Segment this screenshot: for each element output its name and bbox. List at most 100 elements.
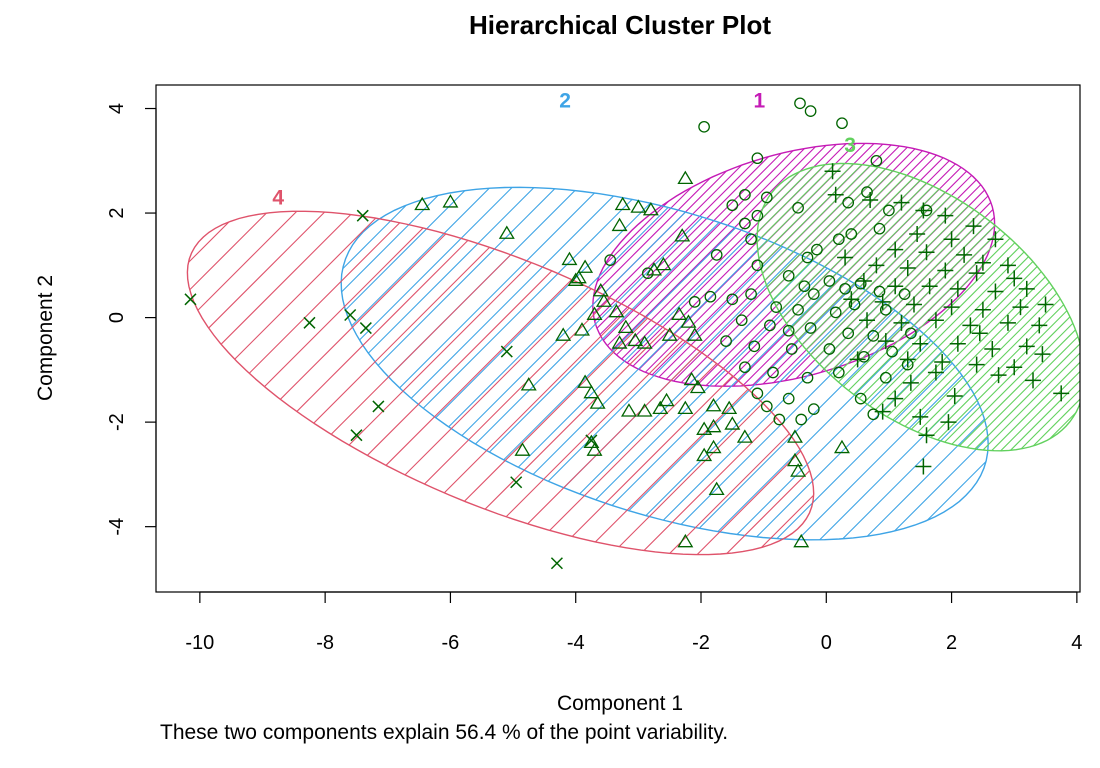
cluster-1-point xyxy=(842,196,855,209)
cluster-3-point xyxy=(827,186,844,203)
hatch-line xyxy=(757,163,970,451)
hatch-line xyxy=(902,187,989,540)
cluster-2-point xyxy=(586,306,603,320)
hatch-line xyxy=(757,163,980,451)
cluster-2-point xyxy=(442,194,459,208)
cluster-3-point xyxy=(1018,338,1035,355)
cluster-1-point xyxy=(751,209,764,222)
hatch-line xyxy=(341,187,672,540)
cluster-2-point xyxy=(620,403,637,417)
hatch-line xyxy=(187,211,303,555)
hatch-line xyxy=(205,211,560,555)
cluster-2-point xyxy=(630,199,647,213)
hatch-line xyxy=(838,163,1080,451)
hatch-line xyxy=(858,187,989,540)
cluster-2-point xyxy=(686,327,703,341)
hatch-line xyxy=(234,211,589,555)
cluster-2-point xyxy=(636,403,653,417)
y-tick-label: -2 xyxy=(106,413,128,431)
cluster-labels: 1 2 3 4 xyxy=(272,90,856,210)
cluster-1-point xyxy=(773,413,786,426)
hatch-line xyxy=(893,163,1080,451)
cluster-1-point xyxy=(745,288,757,300)
x-tick-label: -8 xyxy=(316,632,334,654)
cluster-2-hatching xyxy=(341,182,1100,545)
cluster-3-point xyxy=(887,278,904,295)
hatch-line xyxy=(187,211,274,555)
cluster-3-point xyxy=(893,194,910,211)
chart-title: Hierarchical Cluster Plot xyxy=(469,10,771,40)
hatch-line xyxy=(748,211,814,555)
hatch-line xyxy=(418,187,782,540)
cluster-2-point xyxy=(658,392,675,407)
cluster-1-point xyxy=(795,413,808,426)
cluster-1-point xyxy=(782,324,795,337)
hatch-line xyxy=(884,163,1080,451)
hatch-line xyxy=(847,163,1080,451)
hatch-line xyxy=(991,182,1100,545)
cluster-4-label: 4 xyxy=(272,186,284,209)
cluster-3-point xyxy=(918,244,935,261)
hatch-line xyxy=(748,187,989,540)
cluster-2-point xyxy=(671,306,688,320)
cluster-1-point xyxy=(739,361,751,374)
cluster-3-point xyxy=(987,231,1004,248)
hatch-line xyxy=(319,211,674,555)
cluster-3-point xyxy=(1037,296,1054,313)
cluster-2-point xyxy=(583,384,600,399)
cluster-3-point xyxy=(912,335,929,352)
cluster-3-point xyxy=(940,414,957,431)
chart-subtitle: These two components explain 56.4 % of t… xyxy=(160,721,728,744)
cluster-3-point xyxy=(824,163,841,180)
cluster-3-point xyxy=(946,387,963,404)
cluster-2-point xyxy=(689,379,706,394)
x-tick-label: -4 xyxy=(567,632,585,654)
cluster-2-point xyxy=(583,434,600,449)
x-axis-label: Component 1 xyxy=(557,692,683,715)
cluster-3-point xyxy=(927,364,944,381)
cluster-3-point xyxy=(877,333,894,350)
cluster-2-point xyxy=(586,442,603,456)
hatch-line xyxy=(757,163,823,451)
hatch-line xyxy=(912,163,1080,451)
hatch-line xyxy=(967,163,1080,451)
hatch-line xyxy=(757,163,878,451)
hatch-line xyxy=(187,211,417,555)
cluster-4-point xyxy=(510,476,523,489)
cluster-3-point xyxy=(868,257,885,274)
cluster-2-point xyxy=(674,228,691,242)
cluster-3-point xyxy=(1012,299,1029,316)
cluster-2-point xyxy=(592,282,609,297)
cluster-1-point xyxy=(720,335,732,347)
cluster-3-point xyxy=(1006,270,1023,287)
cluster-2-ellipse xyxy=(340,182,1100,545)
cluster-1-point xyxy=(854,392,867,405)
cluster-1-point xyxy=(698,120,710,133)
cluster-3-point xyxy=(937,262,954,279)
cluster-1-point xyxy=(751,152,764,165)
cluster-2-point xyxy=(567,272,584,286)
hatch-line xyxy=(880,187,989,540)
cluster-3-point xyxy=(968,265,985,282)
cluster-4-point xyxy=(585,434,598,447)
cluster-3-point xyxy=(902,374,919,391)
hatch-line xyxy=(592,143,686,387)
cluster-1-point xyxy=(764,319,776,332)
hatch-line xyxy=(958,163,1080,451)
cluster-4-point xyxy=(372,400,385,413)
cluster-1-point xyxy=(760,400,773,413)
cluster-3-point xyxy=(899,351,916,368)
cluster-1-point xyxy=(604,254,617,266)
cluster-1-point xyxy=(807,288,820,300)
cluster-2-point xyxy=(414,196,431,211)
cluster-4-point xyxy=(550,557,563,570)
cluster-2-point xyxy=(573,322,590,336)
cluster-1-point xyxy=(823,275,836,287)
cluster-1-point xyxy=(832,366,845,379)
hatch-line xyxy=(1004,163,1080,451)
cluster-2-point xyxy=(577,374,594,388)
hatch-line xyxy=(341,187,474,540)
cluster-3-point xyxy=(915,202,932,219)
cluster-4-point xyxy=(303,316,316,329)
hatch-line xyxy=(187,211,188,555)
